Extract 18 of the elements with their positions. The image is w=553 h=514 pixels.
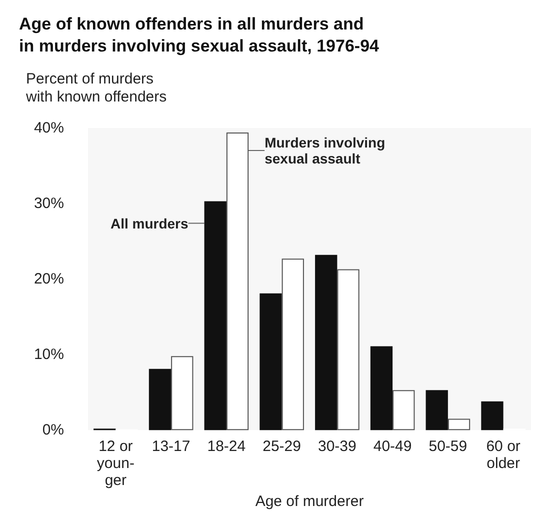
x-tick-label: 18-24 (207, 438, 246, 456)
y-tick-label: 20% (34, 270, 64, 288)
y-tick-label: 30% (34, 195, 64, 212)
chart-title: Age of known offenders in all murders and in murders involving sexual assault, 1976-94 (19, 14, 380, 56)
series-label: Murders involving sexual assault (264, 134, 386, 167)
x-tick-label: 30-39 (318, 438, 356, 456)
x-tick-label: 25-29 (262, 438, 301, 456)
x-tick-label: 13-17 (152, 438, 190, 456)
x-tick-label: 50-59 (428, 438, 468, 456)
x-axis-title: Age of murderer (255, 493, 364, 510)
x-tick-label: 40-49 (373, 438, 412, 456)
x-tick-label: 60 or older (486, 438, 520, 472)
y-tick-label: 40% (34, 120, 64, 136)
y-axis-title: Percent of murders with known offenders (25, 70, 167, 106)
series-label: All murders (110, 215, 188, 232)
y-tick-label: 0% (42, 422, 64, 439)
y-tick-label: 10% (34, 346, 64, 364)
x-tick-label: 12 or youn- ger (96, 438, 134, 490)
